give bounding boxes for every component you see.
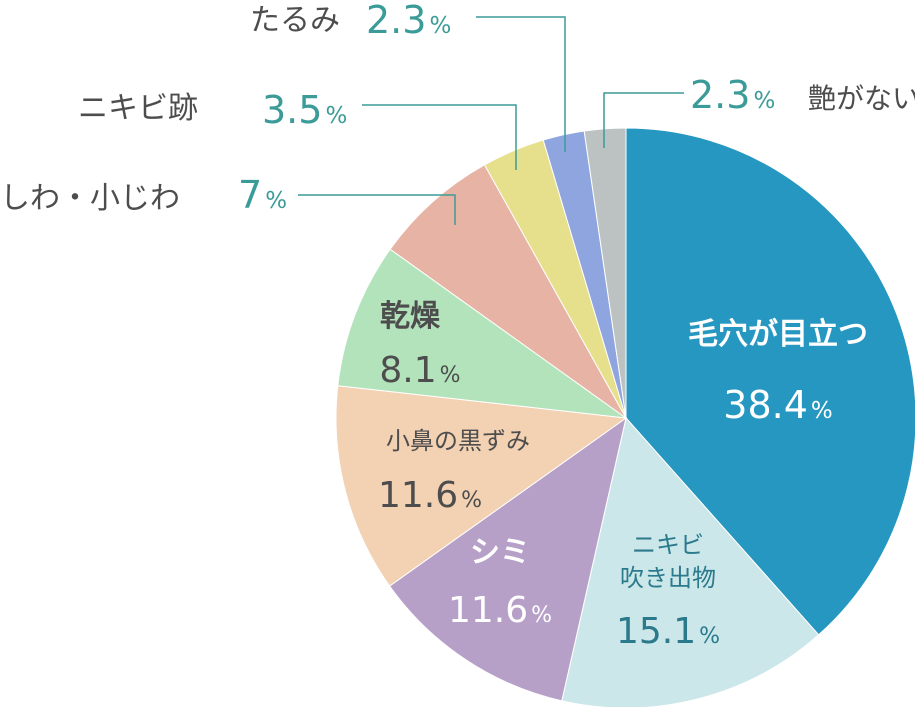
slice-value-label: 2.3% bbox=[366, 0, 451, 42]
pie-slice bbox=[389, 164, 627, 419]
slice-name-label: たるみ bbox=[250, 3, 340, 38]
slice-value-label: 8.1% bbox=[379, 350, 460, 391]
leader-lines bbox=[298, 16, 684, 225]
slice-name-label: シミ bbox=[470, 535, 530, 570]
leader-line bbox=[298, 194, 456, 225]
pie-slice bbox=[337, 248, 628, 419]
slice-name-label: 乾燥 bbox=[380, 299, 441, 334]
slice-value-label: 38.4% bbox=[723, 383, 832, 427]
pie-slice bbox=[561, 416, 820, 707]
leader-line bbox=[476, 16, 566, 152]
slice-value-label: 7% bbox=[238, 173, 287, 217]
slice-name-label: ニキビ bbox=[632, 531, 704, 559]
pie-slice bbox=[583, 127, 627, 419]
slice-name-label: ニキビ跡 bbox=[78, 91, 198, 126]
leader-line bbox=[362, 104, 517, 170]
pie-slice bbox=[388, 416, 627, 702]
slice-value-label: 15.1% bbox=[616, 611, 720, 652]
pie-slice bbox=[335, 385, 628, 587]
slice-name-label: 毛穴が目立つ bbox=[688, 317, 868, 352]
slice-name-label: 吹き出物 bbox=[620, 564, 716, 592]
slice-name-label: 小鼻の黒ずみ bbox=[386, 427, 530, 455]
slice-value-label: 3.5% bbox=[262, 88, 347, 132]
slice-value-label: 11.6% bbox=[378, 475, 482, 516]
slice-value-label: 2.3% bbox=[690, 73, 775, 117]
slice-name-label: 艶がない bbox=[808, 82, 915, 115]
leader-line bbox=[603, 92, 684, 148]
pie-slice bbox=[625, 127, 915, 636]
slice-name-label: しわ・小じわ bbox=[0, 181, 180, 216]
pie-slices bbox=[335, 127, 915, 707]
slice-value-label: 11.6% bbox=[448, 590, 552, 631]
